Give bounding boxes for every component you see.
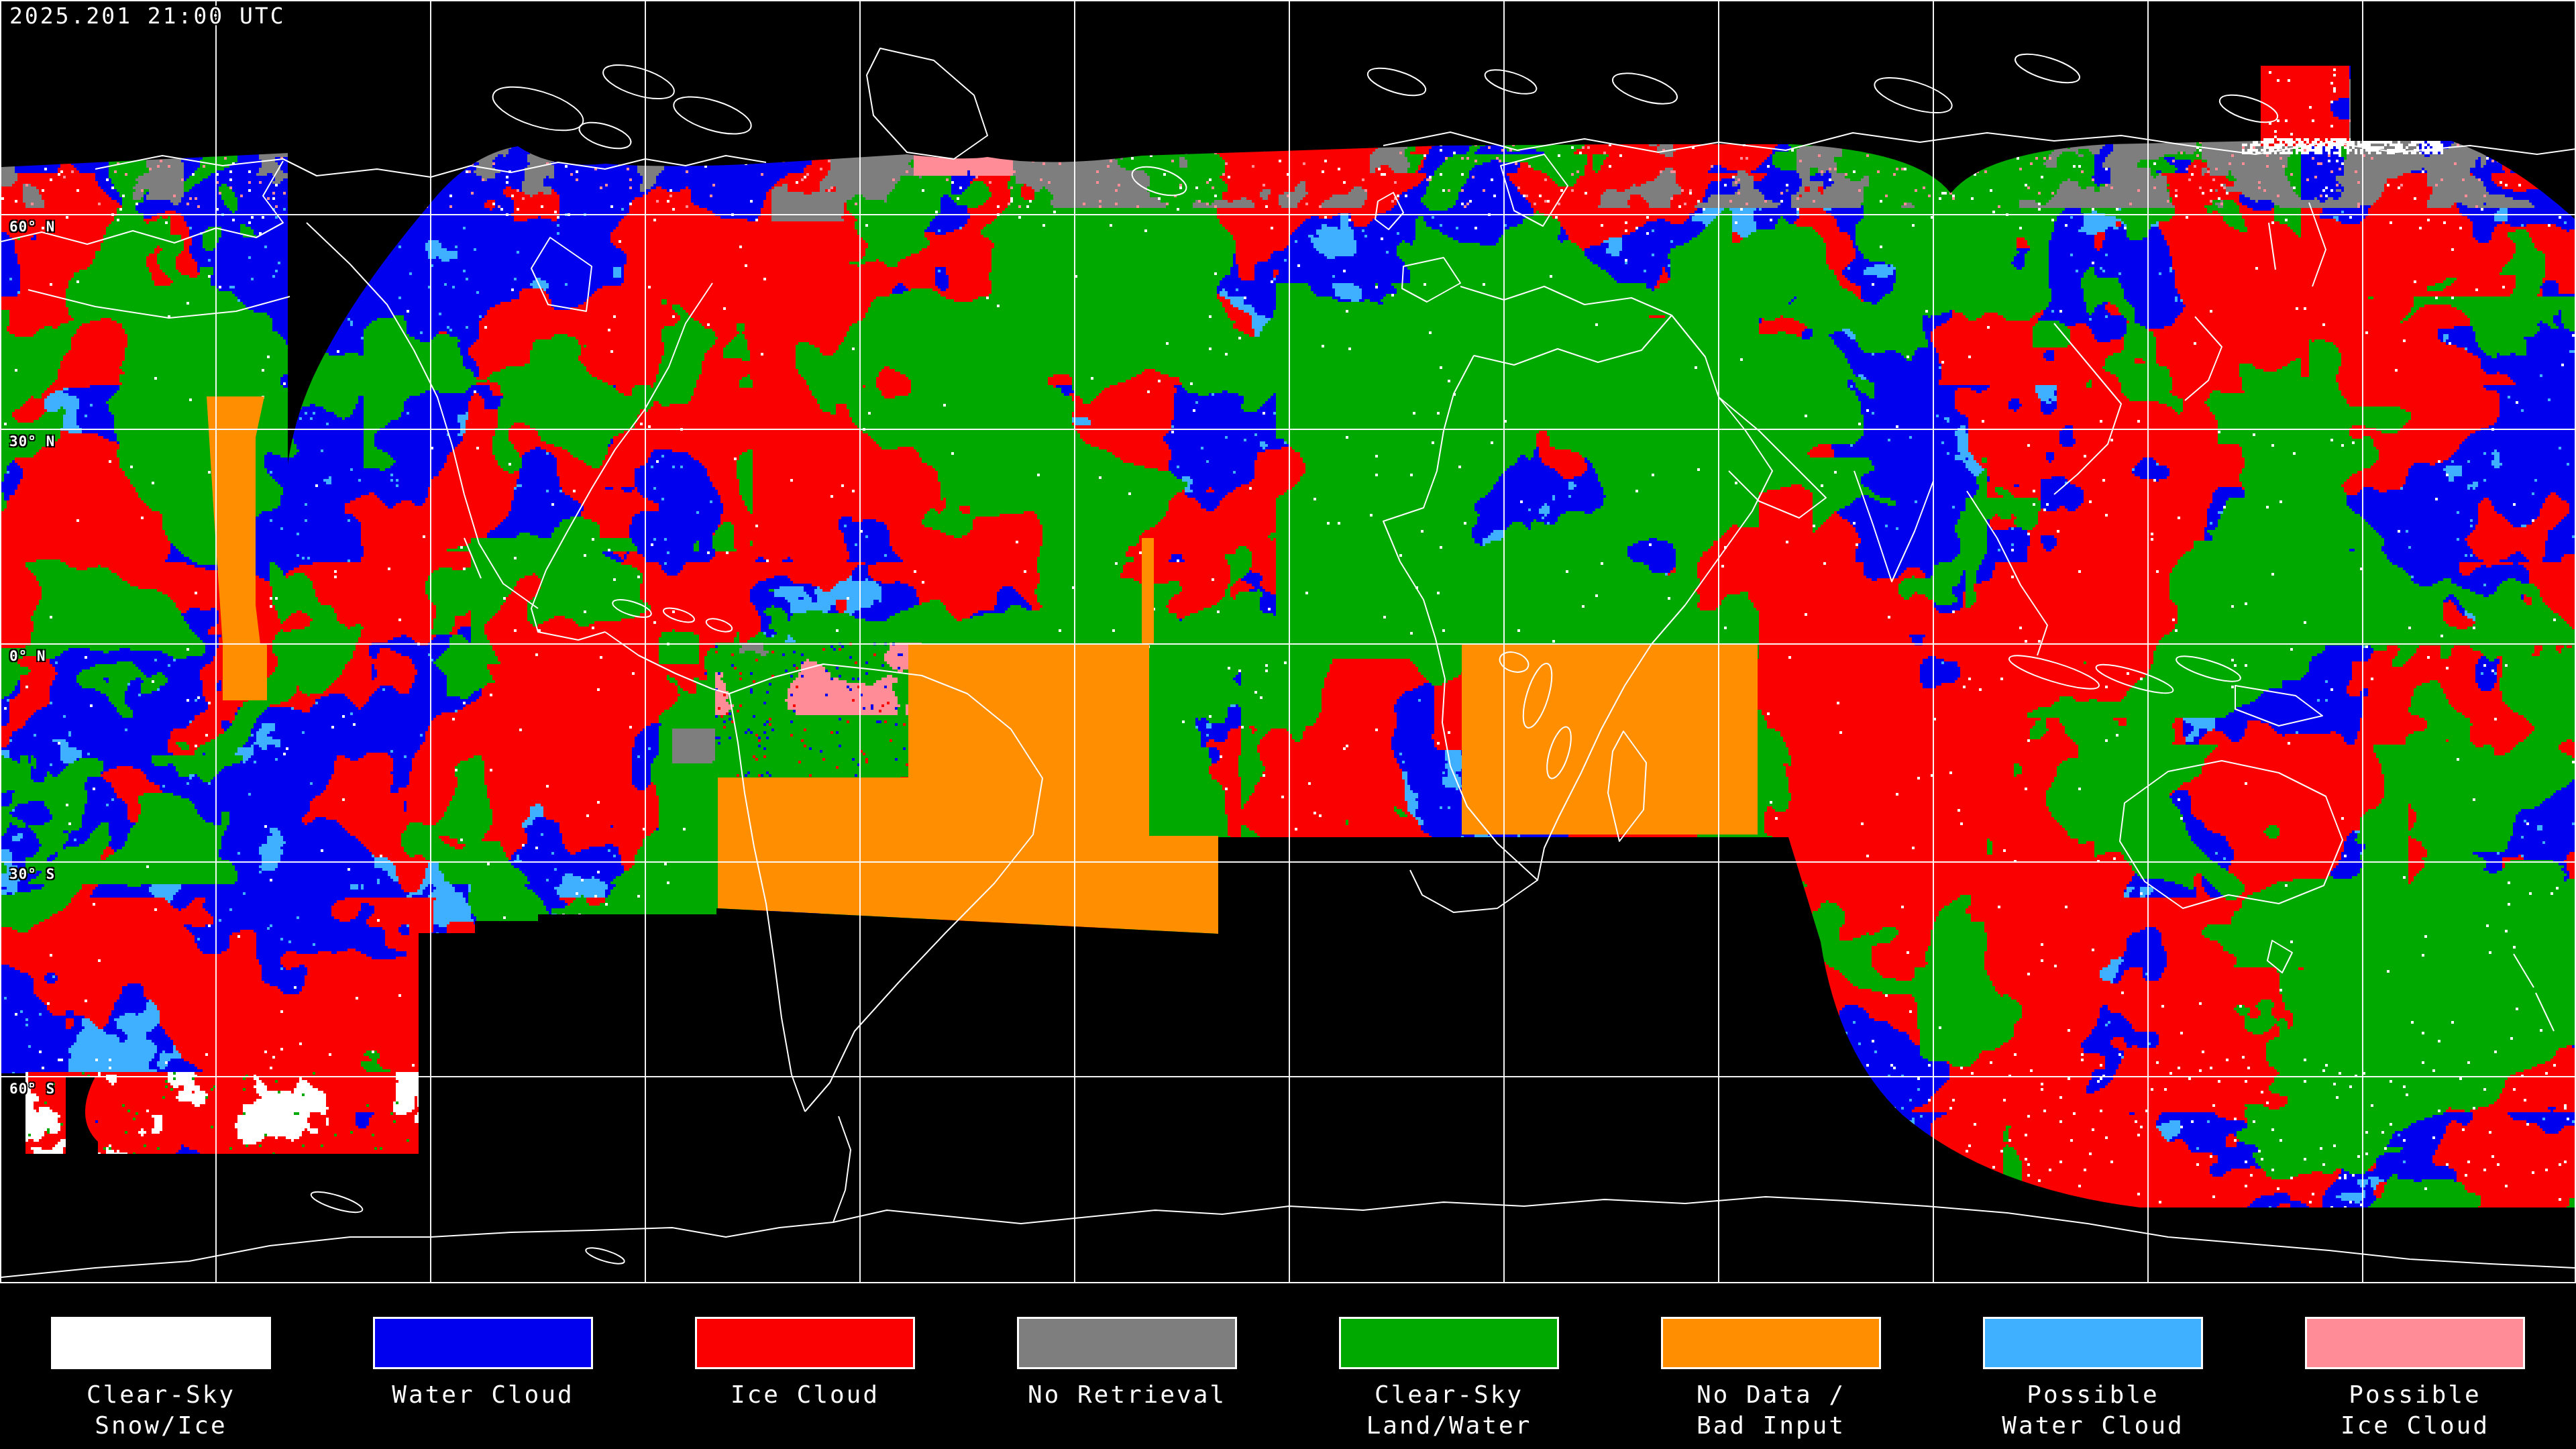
- legend-swatch-possible-ice-cloud: [2305, 1317, 2525, 1369]
- lat-label-0: 60° N: [9, 219, 56, 235]
- lat-label-4: 60° S: [9, 1081, 56, 1097]
- legend-label-clear-sky-snow-ice: Clear-Sky Snow/Ice: [86, 1381, 236, 1440]
- legend-swatch-clear-sky-land-water: [1339, 1317, 1559, 1369]
- legend-swatch-no-data-bad-input: [1661, 1317, 1881, 1369]
- legend-item-no-retrieval: No Retrieval: [966, 1283, 1288, 1449]
- lat-label-2: 0° N: [9, 648, 46, 664]
- legend-label-possible-water-cloud: Possible Water Cloud: [2002, 1381, 2184, 1440]
- legend-label-water-cloud: Water Cloud: [392, 1381, 574, 1409]
- legend-item-clear-sky-land-water: Clear-Sky Land/Water: [1288, 1283, 1610, 1449]
- legend-label-no-data-bad-input: No Data / Bad Input: [1696, 1381, 1846, 1440]
- legend-label-no-retrieval: No Retrieval: [1027, 1381, 1227, 1409]
- legend: Clear-Sky Snow/Ice Water Cloud Ice Cloud No…: [0, 1283, 2576, 1449]
- legend-swatch-ice-cloud: [695, 1317, 915, 1369]
- legend-item-clear-sky-snow-ice: Clear-Sky Snow/Ice: [0, 1283, 322, 1449]
- legend-swatch-water-cloud: [373, 1317, 593, 1369]
- legend-item-possible-water-cloud: Possible Water Cloud: [1932, 1283, 2254, 1449]
- cloud-phase-map: 2025.201 21:00 UTC 60° N 30° N 0° N 30° S 60…: [0, 0, 2576, 1283]
- legend-label-possible-ice-cloud: Possible Ice Cloud: [2340, 1381, 2490, 1440]
- legend-item-ice-cloud: Ice Cloud: [644, 1283, 966, 1449]
- legend-item-possible-ice-cloud: Possible Ice Cloud: [2254, 1283, 2576, 1449]
- legend-item-water-cloud: Water Cloud: [322, 1283, 644, 1449]
- legend-label-ice-cloud: Ice Cloud: [730, 1381, 880, 1409]
- legend-label-clear-sky-land-water: Clear-Sky Land/Water: [1366, 1381, 1532, 1440]
- timestamp: 2025.201 21:00 UTC: [9, 3, 286, 29]
- legend-swatch-possible-water-cloud: [1983, 1317, 2203, 1369]
- legend-item-no-data-bad-input: No Data / Bad Input: [1610, 1283, 1932, 1449]
- legend-swatch-no-retrieval: [1017, 1317, 1237, 1369]
- lat-label-1: 30° N: [9, 433, 56, 449]
- cloud-phase-map-canvas: [1, 1, 2575, 1282]
- legend-swatch-clear-sky-snow-ice: [51, 1317, 271, 1369]
- lat-label-3: 30° S: [9, 866, 56, 882]
